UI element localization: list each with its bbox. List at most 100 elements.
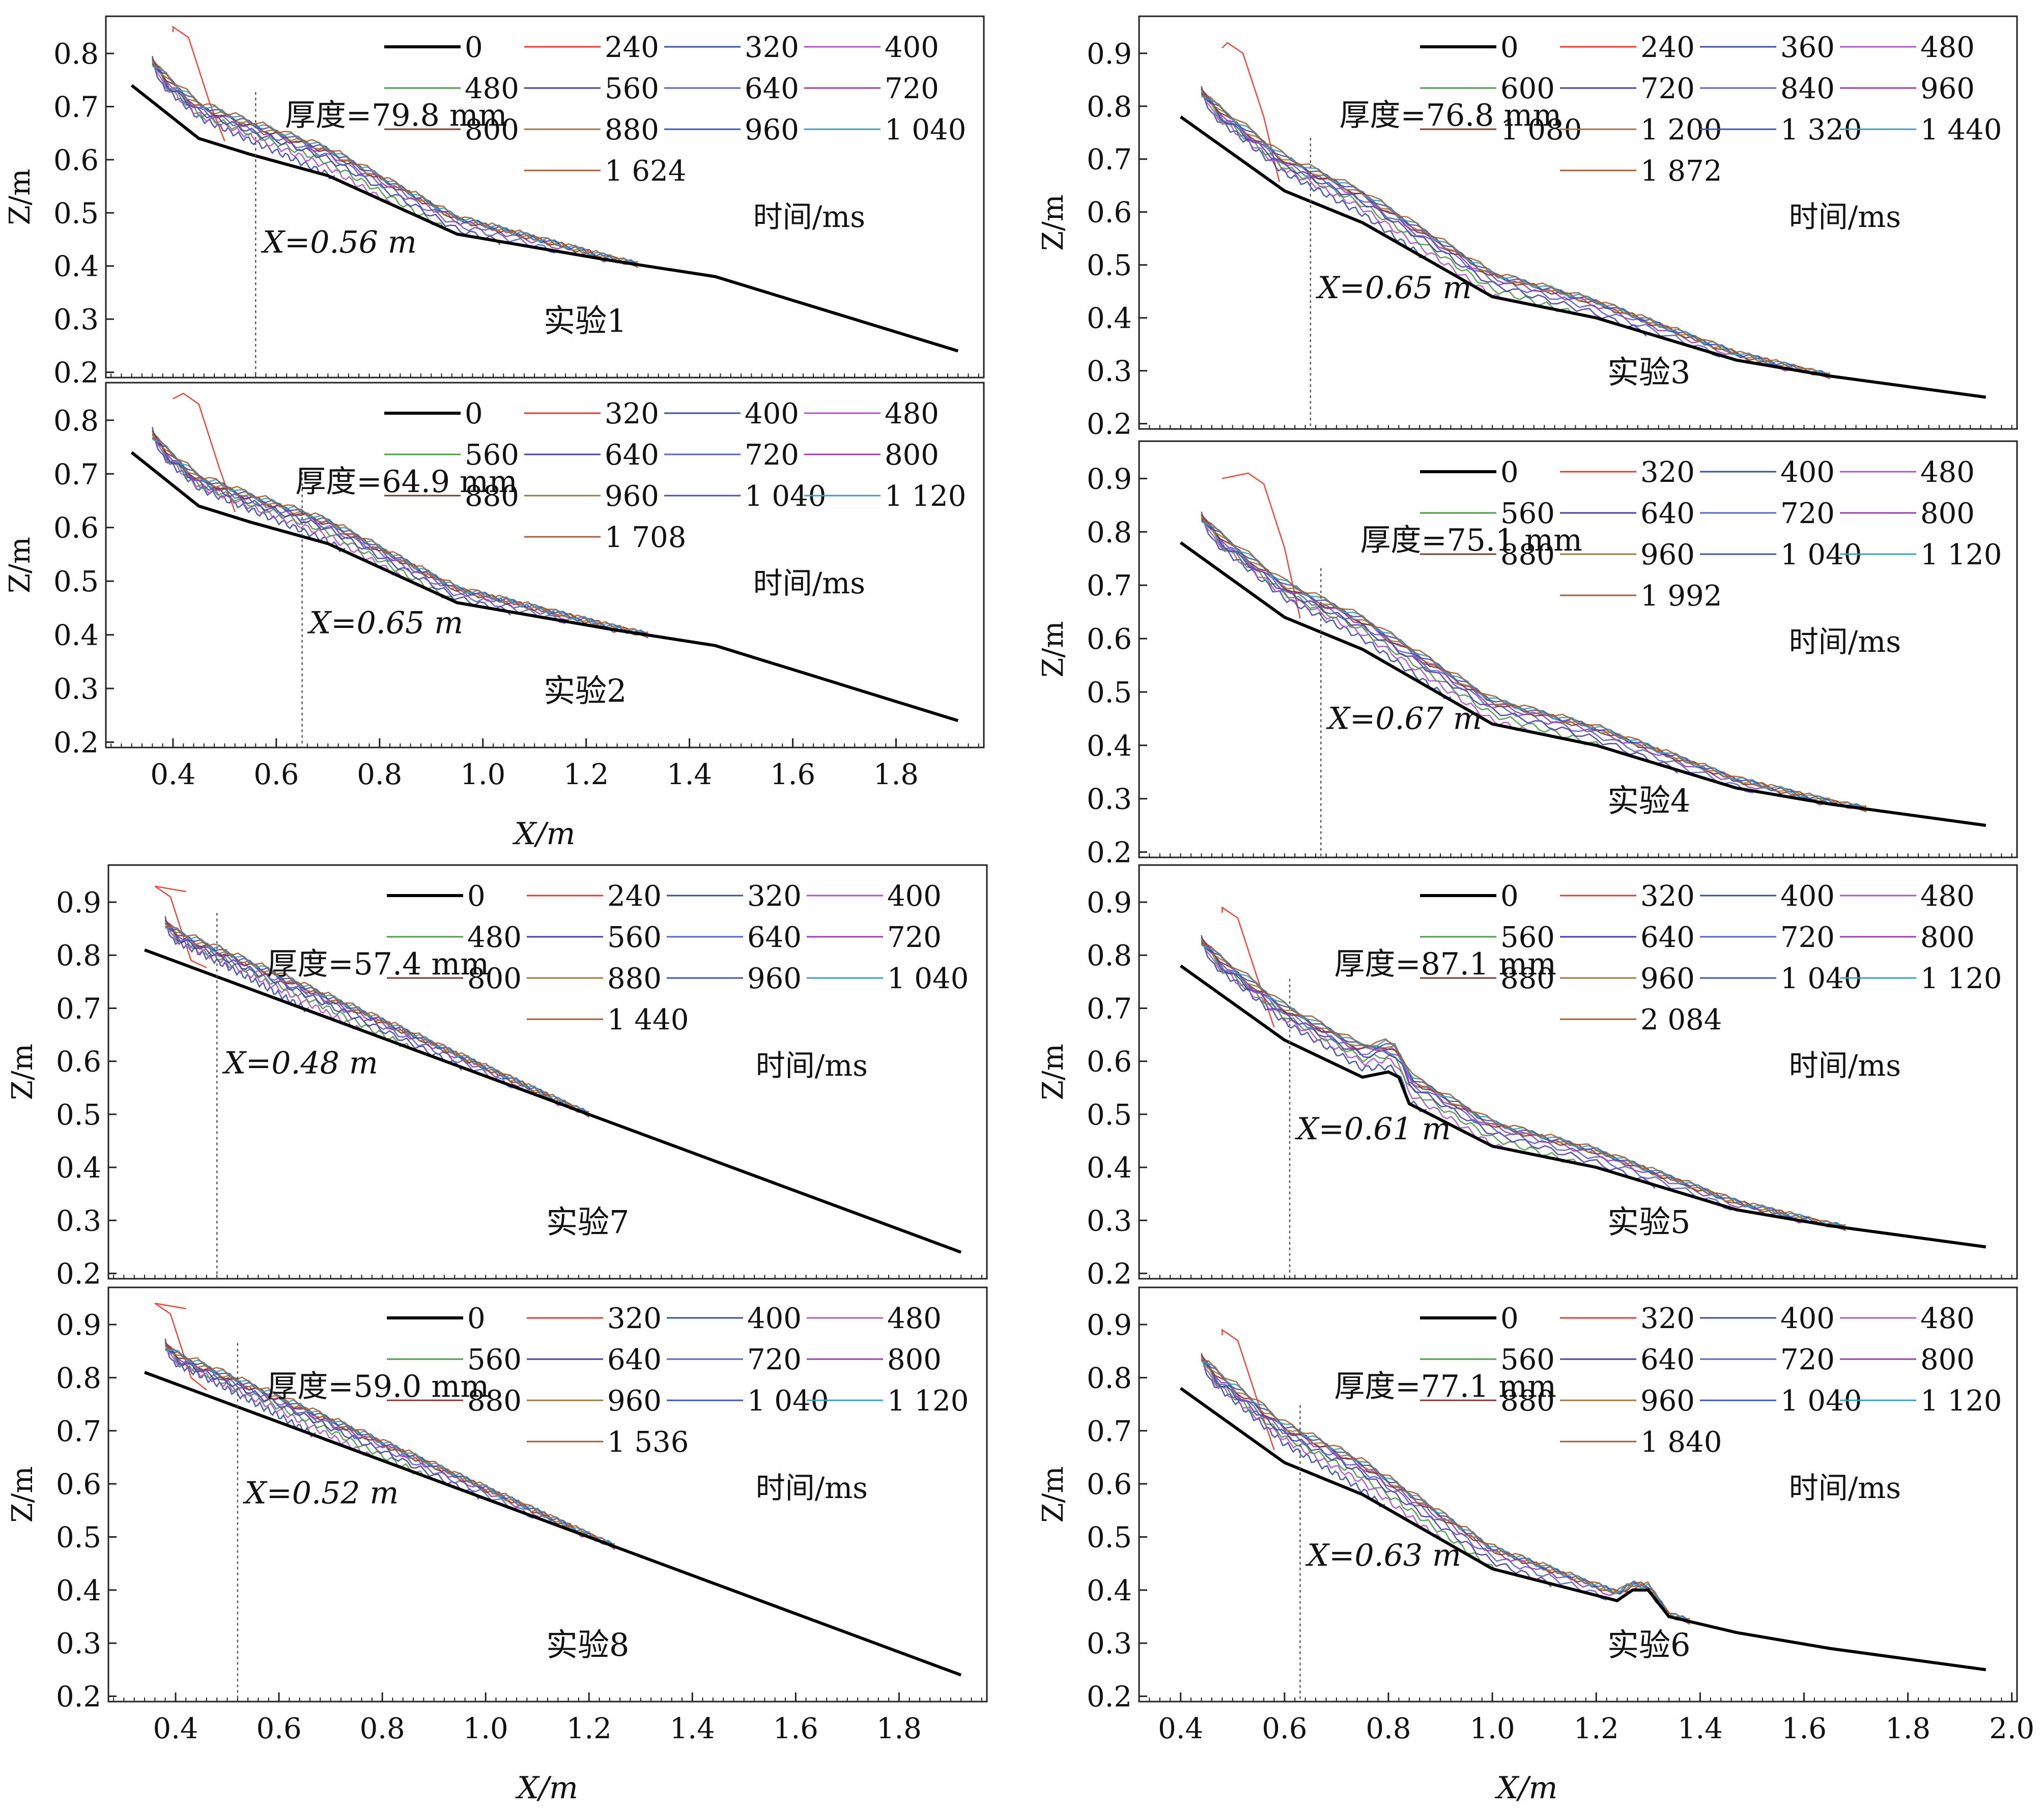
- time-legend-title: 时间/ms: [756, 1471, 868, 1505]
- x-tick-label: 1.0: [463, 1712, 508, 1745]
- legend-label: 880: [467, 1385, 522, 1418]
- legend-label: 320: [605, 397, 659, 430]
- deposit-profile-line: [1201, 1359, 1690, 1625]
- legend-label: 640: [745, 72, 799, 105]
- legend-label: 2 084: [1640, 1003, 1722, 1037]
- y-tick-label: 0.6: [56, 1468, 101, 1501]
- deposit-profile-line: [1201, 94, 1830, 380]
- legend-label: 640: [1640, 921, 1695, 954]
- legend-label: 400: [747, 1302, 802, 1335]
- x-tick-label: 1.6: [770, 758, 815, 791]
- legend-label: 560: [605, 72, 659, 105]
- legend-label: 800: [1920, 497, 1975, 530]
- deposit-profile-line: [152, 433, 456, 604]
- time-legend-title: 时间/ms: [1789, 1048, 1901, 1083]
- y-tick-label: 0.5: [1087, 1521, 1132, 1554]
- x-marker-label: X=0.48 m: [222, 1045, 378, 1081]
- legend-label: 880: [1500, 962, 1555, 995]
- legend-label: 480: [885, 397, 939, 430]
- y-tick-label: 0.3: [1087, 355, 1132, 388]
- x-tick-label: 0.8: [357, 758, 402, 791]
- legend-label: 240: [1640, 31, 1695, 64]
- y-tick-label: 0.6: [53, 512, 99, 545]
- x-tick-label: 1.2: [1574, 1712, 1619, 1745]
- y-tick-label: 0.5: [53, 565, 99, 598]
- y-tick-label: 0.6: [1087, 196, 1132, 229]
- y-tick-label: 0.5: [56, 1521, 101, 1554]
- bed-profile-line: [1179, 116, 1986, 399]
- bed-profile-line: [144, 1371, 962, 1677]
- deposit-profile-line: [1201, 1357, 1607, 1601]
- x-axis-label: X/m: [515, 1770, 578, 1806]
- y-tick-label: 0.2: [1087, 1681, 1132, 1714]
- plot-frame: [1138, 864, 2018, 1280]
- time-legend-title: 时间/ms: [753, 199, 865, 234]
- x-tick-label: 1.6: [773, 1712, 818, 1745]
- deposit-profile-line: [152, 437, 649, 637]
- x-marker-label: X=0.65 m: [307, 605, 464, 641]
- y-tick-label: 0.9: [1087, 463, 1132, 496]
- y-axis-label: Z/m: [1037, 1044, 1070, 1100]
- legend-label: 960: [1920, 72, 1975, 105]
- y-tick-label: 0.5: [1087, 676, 1132, 709]
- thickness-label: 厚度=79.8 mm: [285, 98, 507, 133]
- deposit-profile-line: [164, 1344, 425, 1478]
- y-tick-label: 0.4: [56, 1574, 101, 1607]
- thickness-label: 厚度=76.8 mm: [1340, 98, 1562, 133]
- deposit-profile-line: [1201, 92, 1574, 315]
- legend-label: 400: [745, 397, 799, 430]
- legend-label: 320: [1640, 1302, 1695, 1335]
- experiment-label: 实验4: [1607, 782, 1690, 819]
- time-legend-title: 时间/ms: [753, 566, 865, 600]
- legend-label: 1 536: [607, 1426, 689, 1459]
- deposit-profile-line: [1201, 517, 1603, 750]
- legend-label: 480: [887, 1302, 942, 1335]
- legend-label: 320: [745, 31, 799, 64]
- deposit-profile-line: [1201, 514, 1527, 731]
- deposit-profile-line: [173, 392, 236, 512]
- y-tick-label: 0.4: [53, 250, 99, 283]
- y-tick-label: 0.9: [56, 886, 101, 919]
- legend-label: 880: [1500, 1385, 1555, 1418]
- legend-label: 0: [467, 1302, 486, 1335]
- legend-label: 560: [1500, 497, 1555, 530]
- experiment-label: 实验1: [544, 302, 627, 339]
- bed-profile-line: [130, 451, 959, 723]
- legend-label: 800: [1920, 921, 1975, 954]
- deposit-profile-line: [152, 59, 390, 203]
- y-axis-label: Z/m: [4, 537, 37, 593]
- deposit-profile-line: [152, 64, 638, 268]
- thickness-label: 厚度=87.1 mm: [1334, 946, 1556, 982]
- y-tick-label: 0.7: [56, 1415, 101, 1448]
- legend-label: 0: [1500, 456, 1519, 489]
- x-tick-label: 2.0: [1989, 1712, 2034, 1745]
- y-tick-label: 0.8: [1087, 516, 1132, 549]
- y-tick-label: 0.3: [1087, 783, 1132, 816]
- y-tick-label: 0.9: [1087, 1309, 1132, 1342]
- legend-label: 480: [1920, 1302, 1975, 1335]
- legend-label: 480: [1920, 456, 1975, 489]
- time-legend-title: 时间/ms: [1789, 624, 1901, 659]
- x-tick-label: 1.8: [1885, 1712, 1931, 1745]
- y-tick-label: 0.6: [1087, 1468, 1132, 1501]
- y-tick-label: 0.8: [53, 38, 99, 71]
- legend-label: 480: [1920, 31, 1975, 64]
- legend-label: 880: [1500, 538, 1555, 571]
- legend-label: 1 992: [1640, 580, 1722, 613]
- legend-label: 800: [887, 1343, 942, 1376]
- x-tick-label: 0.8: [1366, 1712, 1411, 1745]
- deposit-profile-line: [1201, 1359, 1690, 1623]
- legend-label: 0: [465, 397, 483, 430]
- y-tick-label: 0.5: [1087, 1099, 1132, 1132]
- x-tick-label: 0.4: [153, 1712, 198, 1745]
- legend-label: 800: [467, 962, 522, 995]
- deposit-profile-line: [1201, 942, 1846, 1229]
- legend-label: 400: [885, 31, 939, 64]
- y-tick-label: 0.7: [53, 458, 99, 491]
- x-tick-label: 1.8: [876, 1712, 922, 1745]
- legend-label: 960: [607, 1385, 662, 1418]
- y-tick-label: 0.2: [56, 1681, 101, 1714]
- x-axis-label: X/m: [1495, 1770, 1558, 1806]
- legend-label: 960: [605, 480, 659, 513]
- legend-label: 480: [467, 921, 522, 954]
